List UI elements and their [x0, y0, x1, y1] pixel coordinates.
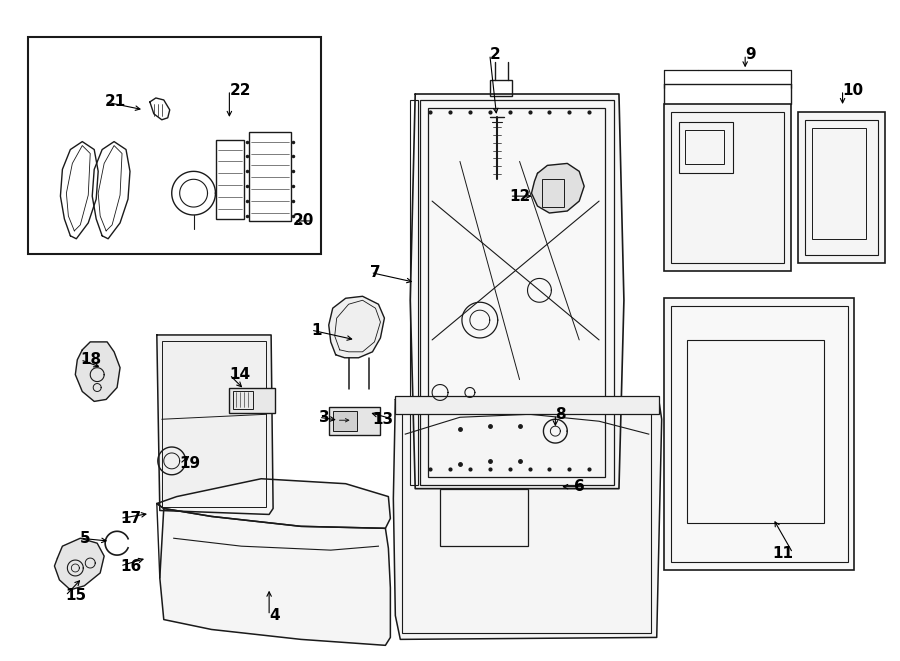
Text: 12: 12 — [509, 188, 531, 204]
Text: 7: 7 — [371, 265, 381, 280]
Bar — [687, 340, 824, 524]
Bar — [663, 104, 791, 270]
Text: 14: 14 — [230, 367, 250, 382]
Bar — [440, 488, 527, 546]
Text: 2: 2 — [490, 47, 500, 62]
Polygon shape — [157, 479, 391, 528]
Bar — [670, 306, 848, 562]
Polygon shape — [55, 538, 104, 590]
Text: 4: 4 — [269, 608, 280, 623]
Text: 18: 18 — [80, 352, 102, 368]
Text: 21: 21 — [105, 95, 126, 110]
Polygon shape — [76, 342, 120, 401]
Bar — [249, 132, 291, 221]
Text: 3: 3 — [319, 410, 329, 425]
Text: 17: 17 — [120, 511, 141, 526]
Bar — [217, 139, 244, 219]
Polygon shape — [532, 163, 584, 213]
Bar — [797, 112, 886, 262]
Text: 15: 15 — [66, 588, 86, 603]
Bar — [333, 411, 356, 431]
Bar — [28, 38, 320, 254]
Bar — [328, 407, 381, 435]
Bar — [812, 128, 867, 239]
Bar — [663, 298, 854, 570]
Text: 13: 13 — [373, 412, 393, 427]
Text: 9: 9 — [745, 47, 756, 62]
Bar — [410, 100, 419, 485]
Polygon shape — [150, 98, 170, 120]
Text: 5: 5 — [80, 531, 91, 546]
Bar — [685, 130, 724, 165]
Text: 19: 19 — [180, 456, 201, 471]
Text: 16: 16 — [120, 559, 141, 574]
Polygon shape — [328, 296, 384, 358]
Text: 10: 10 — [842, 83, 864, 98]
Bar — [162, 341, 266, 508]
Bar — [402, 407, 651, 633]
Polygon shape — [160, 508, 391, 645]
Bar — [679, 122, 734, 173]
Text: 1: 1 — [310, 323, 321, 338]
Bar — [805, 120, 878, 254]
Text: 11: 11 — [772, 545, 793, 561]
Bar — [395, 397, 659, 414]
Bar — [490, 80, 511, 96]
Text: 8: 8 — [555, 407, 566, 422]
Bar — [670, 112, 784, 262]
Text: 6: 6 — [574, 479, 585, 494]
Bar — [420, 100, 614, 485]
Bar — [230, 387, 275, 413]
Bar — [428, 108, 605, 477]
Text: 20: 20 — [292, 214, 314, 229]
Polygon shape — [157, 335, 273, 514]
Bar — [543, 179, 564, 207]
Text: 22: 22 — [230, 83, 251, 98]
Bar — [233, 391, 253, 409]
Polygon shape — [410, 94, 624, 488]
Polygon shape — [393, 399, 662, 639]
